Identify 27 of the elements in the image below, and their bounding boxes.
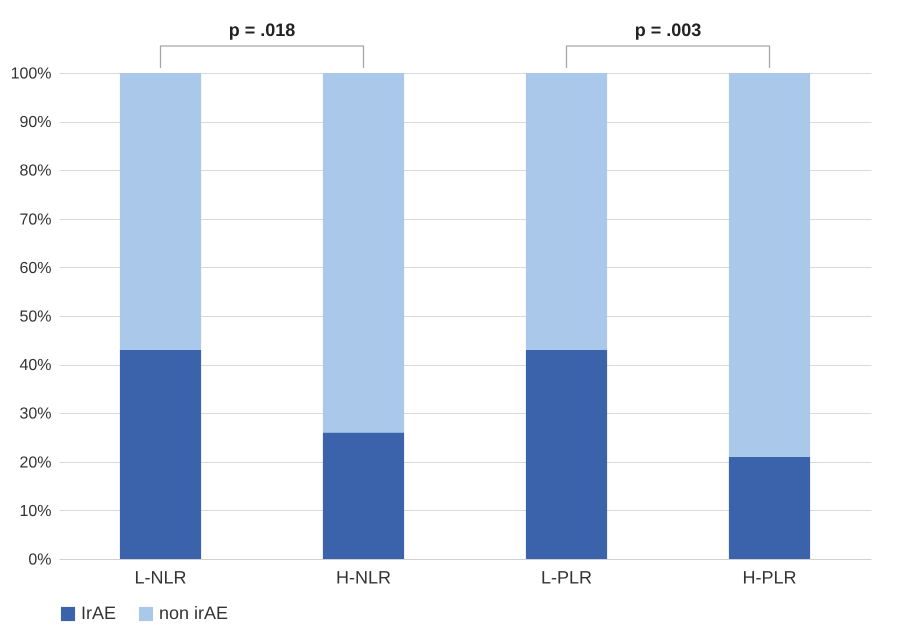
bar: [526, 73, 608, 350]
text: p = .018: [228, 20, 296, 40]
x-tick-label: H-NLR: [336, 568, 392, 588]
y-tick-label: 40%: [19, 357, 52, 374]
bar: [728, 456, 810, 559]
y-tick-label: 20%: [19, 454, 52, 472]
legend-label: non irAE: [159, 603, 228, 623]
legend-label: IrAE: [81, 603, 116, 623]
x-tick-label: L-NLR: [134, 568, 187, 588]
bar: [526, 350, 608, 559]
y-tick-label: 60%: [19, 260, 52, 277]
y-tick-label: 100%: [10, 66, 52, 82]
y-tick-label: 30%: [19, 406, 52, 423]
bar: [728, 73, 810, 457]
y-tick-label: 70%: [19, 211, 52, 228]
bar: [322, 73, 404, 433]
y-tick-label: 0%: [28, 552, 52, 568]
x-tick-label: H-PLR: [742, 568, 797, 588]
bar: [120, 73, 202, 350]
y-tick-label: 80%: [19, 162, 52, 180]
bar: [120, 350, 202, 559]
y-tick-label: 90%: [19, 114, 52, 132]
y-tick-label: 50%: [19, 308, 52, 326]
text: p = .003: [634, 20, 702, 40]
x-tick-label: L-PLR: [540, 568, 592, 588]
bar: [322, 432, 404, 559]
y-tick-label: 10%: [19, 502, 52, 520]
